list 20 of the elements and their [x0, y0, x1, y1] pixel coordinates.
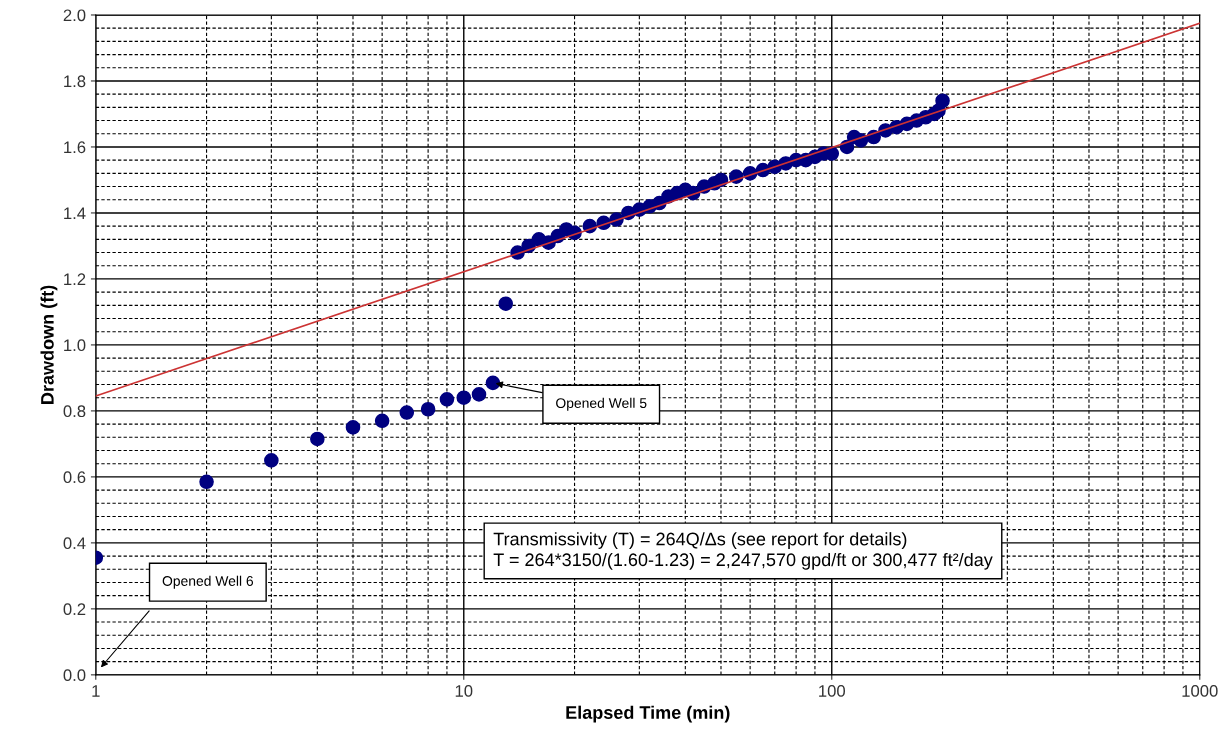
- x-tick-label: 100: [819, 685, 846, 697]
- x-tick-label: 1000: [1182, 685, 1218, 697]
- y-tick-label: 2.0: [63, 9, 86, 22]
- annotation: Transmissivity (T) = 264Q/Δs (see report for details) T = 264*3150/(1.60-1.23) = 2,247,570 gpd/ft or 300,477 ft²/day: [493, 532, 993, 570]
- x-tick-label: 1: [92, 685, 100, 697]
- y-axis-title: Drawdown (ft): [40, 285, 58, 404]
- y-tick-label: 1.0: [64, 339, 86, 352]
- y-tick-label: 0.6: [63, 471, 86, 484]
- annotation: Opened Well 6: [162, 575, 254, 589]
- y-tick-label: 0.0: [63, 669, 86, 682]
- x-tick-label: 10: [455, 685, 473, 697]
- y-tick-label: 1.8: [64, 75, 86, 88]
- y-tick-label: 0.4: [63, 537, 86, 550]
- y-tick-label: 1.6: [64, 141, 86, 154]
- y-tick-label: 0.8: [63, 405, 86, 418]
- x-axis-title: Elapsed Time (min): [566, 705, 730, 723]
- annotation: Opened Well 5: [556, 397, 647, 411]
- y-tick-label: 1.2: [64, 273, 86, 285]
- y-tick-label: 0.2: [63, 603, 86, 616]
- y-tick-label: 1.4: [64, 207, 86, 219]
